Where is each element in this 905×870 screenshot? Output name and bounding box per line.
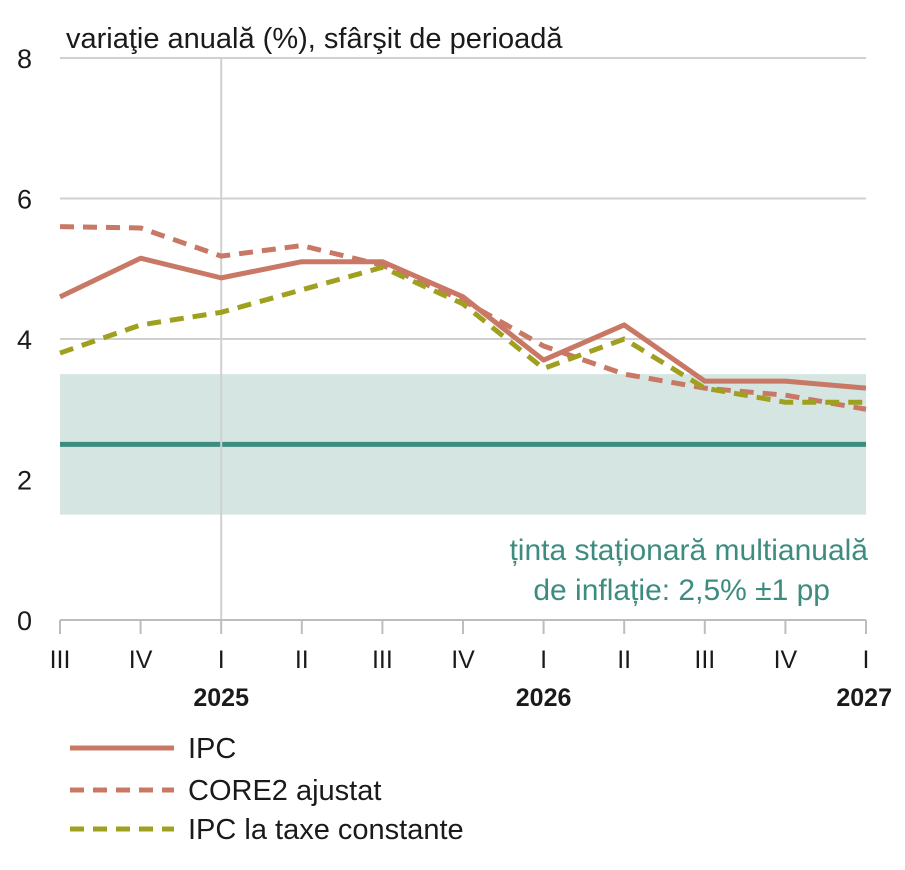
x-tick-label-10: I [863, 646, 870, 674]
legend-label-core2: CORE2 ajustat [188, 775, 381, 807]
target-label-line1: ținta staționară multianuală [509, 534, 868, 567]
target-label-line2: de inflație: 2,5% ±1 pp [533, 574, 830, 607]
x-year-label-2025: 2025 [193, 684, 249, 712]
series-line-1 [59, 224, 867, 412]
x-tick-label-8: III [694, 646, 715, 674]
x-tick-label-0: III [50, 646, 71, 674]
x-tick-label-3: II [295, 646, 309, 674]
legend: IPC CORE2 ajustat IPC la taxe constante [70, 733, 464, 846]
y-axis-title: variaţie anuală (%), sfârşit de perioadă [66, 23, 563, 55]
x-tick-label-7: II [617, 646, 631, 674]
x-tick-label-2: I [218, 646, 225, 674]
x-tick-label-4: III [372, 646, 393, 674]
y-tick-label-4: 4 [17, 325, 32, 355]
legend-label-ipc-taxe: IPC la taxe constante [188, 814, 464, 846]
series-line-2 [59, 264, 866, 405]
x-tick-label-9: IV [774, 646, 798, 674]
series-line-0 [58, 255, 867, 391]
legend-label-ipc: IPC [188, 733, 236, 765]
y-tick-label-6: 6 [17, 185, 32, 215]
x-tick-label-1: IV [129, 646, 153, 674]
x-year-label-2027: 2027 [836, 684, 892, 712]
x-tick-label-5: IV [451, 646, 475, 674]
y-tick-label-8: 8 [17, 44, 32, 74]
series-lines [58, 224, 867, 412]
x-year-label-2026: 2026 [516, 684, 572, 712]
y-tick-label-2: 2 [17, 466, 32, 496]
y-tick-label-0: 0 [17, 606, 32, 636]
x-tick-label-6: I [540, 646, 547, 674]
